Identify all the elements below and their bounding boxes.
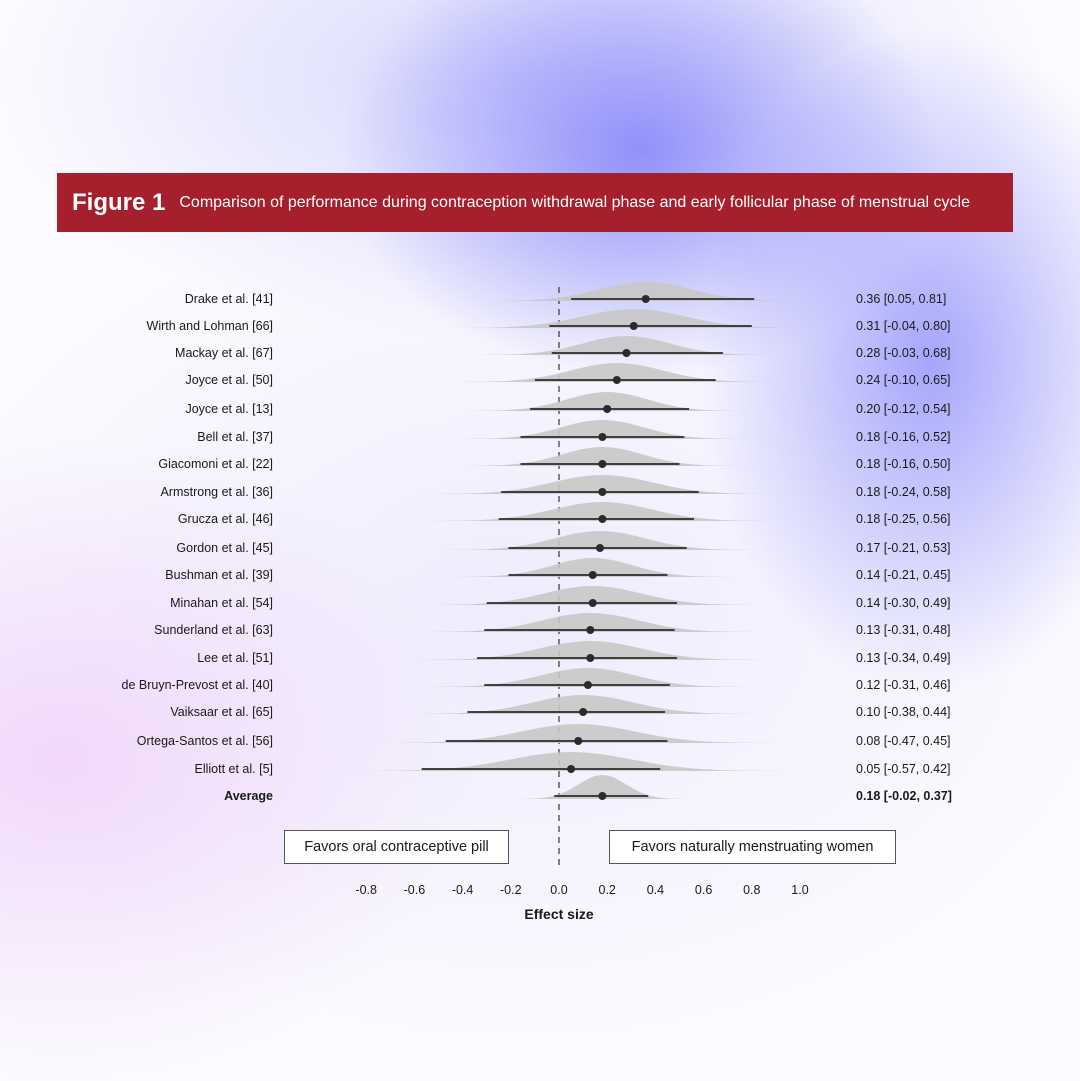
x-tick-label: -0.6: [404, 883, 426, 897]
study-point: [622, 349, 631, 357]
x-tick-label: -0.4: [452, 883, 474, 897]
study-point: [579, 708, 588, 716]
study-name: Bell et al. [37]: [197, 430, 273, 444]
study-name: Minahan et al. [54]: [170, 596, 273, 610]
study-value: 0.31 [-0.04, 0.80]: [856, 319, 951, 333]
study-value: 0.14 [-0.21, 0.45]: [856, 568, 951, 582]
study-point: [612, 376, 621, 384]
study-value: 0.18 [-0.24, 0.58]: [856, 485, 951, 499]
study-density: [386, 724, 771, 743]
study-density: [460, 363, 774, 382]
study-value: 0.36 [0.05, 0.81]: [856, 292, 946, 306]
average-label: Average: [224, 789, 273, 803]
study-point: [595, 544, 604, 552]
study-value: 0.12 [-0.31, 0.46]: [856, 678, 951, 692]
study-value: 0.18 [-0.25, 0.56]: [856, 512, 951, 526]
study-density: [411, 695, 755, 714]
x-tick-label: 1.0: [791, 883, 808, 897]
average-point: [598, 792, 607, 800]
x-tick-label: -0.8: [355, 883, 377, 897]
study-point: [588, 571, 597, 579]
study-density: [464, 447, 741, 466]
study-name: Elliott et al. [5]: [194, 762, 273, 776]
study-density: [458, 309, 810, 328]
study-name: Armstrong et al. [36]: [160, 485, 273, 499]
study-value: 0.18 [-0.16, 0.52]: [856, 430, 951, 444]
favors-ocp-box: Favors oral contraceptive pill: [284, 830, 509, 864]
study-name: Wirth and Lohman [66]: [147, 319, 273, 333]
study-value: 0.13 [-0.31, 0.48]: [856, 623, 951, 637]
study-value: 0.24 [-0.10, 0.65]: [856, 373, 951, 387]
study-point: [583, 681, 592, 689]
study-name: Lee et al. [51]: [197, 651, 273, 665]
study-name: Joyce et al. [50]: [185, 373, 273, 387]
study-density: [486, 282, 805, 301]
study-name: Grucza et al. [46]: [178, 512, 273, 526]
study-density: [445, 531, 755, 550]
study-value: 0.08 [-0.47, 0.45]: [856, 734, 951, 748]
study-point: [603, 405, 612, 413]
x-tick-label: 0.2: [599, 883, 616, 897]
study-point: [574, 737, 583, 745]
study-density: [416, 641, 764, 660]
study-point: [598, 460, 607, 468]
x-tick-label: 0.8: [743, 883, 760, 897]
study-name: Joyce et al. [13]: [185, 402, 273, 416]
study-value: 0.17 [-0.21, 0.53]: [856, 541, 951, 555]
study-value: 0.14 [-0.30, 0.49]: [856, 596, 951, 610]
study-density: [478, 336, 775, 355]
study-name: Sunderland et al. [63]: [154, 623, 273, 637]
x-axis-title: Effect size: [524, 906, 593, 922]
study-name: Gordon et al. [45]: [176, 541, 273, 555]
study-density: [433, 502, 772, 521]
study-value: 0.28 [-0.03, 0.68]: [856, 346, 951, 360]
favors-natural-box: Favors naturally menstruating women: [609, 830, 896, 864]
study-name: Mackay et al. [67]: [175, 346, 273, 360]
figure-caption: Comparison of performance during contrac…: [179, 193, 970, 211]
study-density: [454, 558, 731, 577]
study-point: [586, 626, 595, 634]
x-tick-label: 0.6: [695, 883, 712, 897]
study-density: [460, 420, 745, 439]
study-value: 0.13 [-0.34, 0.49]: [856, 651, 951, 665]
study-point: [598, 488, 607, 496]
study-name: de Bruyn-Prevost et al. [40]: [122, 678, 273, 692]
study-point: [641, 295, 650, 303]
study-name: Drake et al. [41]: [185, 292, 273, 306]
study-point: [598, 515, 607, 523]
x-tick-label: 0.0: [550, 883, 567, 897]
study-density: [427, 586, 758, 605]
study-name: Ortega-Santos et al. [56]: [137, 734, 273, 748]
x-tick-label: -0.2: [500, 883, 522, 897]
study-name: Vaiksaar et al. [65]: [170, 705, 273, 719]
study-name: Giacomoni et al. [22]: [158, 457, 273, 471]
study-point: [567, 765, 576, 773]
study-point: [586, 654, 595, 662]
study-point: [588, 599, 597, 607]
study-density: [469, 392, 746, 411]
study-density: [425, 613, 756, 632]
study-value: 0.18 [-0.16, 0.50]: [856, 457, 951, 471]
average-density: [520, 775, 684, 799]
figure-label: Figure 1: [72, 188, 166, 216]
study-point: [629, 322, 638, 330]
study-name: Bushman et al. [39]: [165, 568, 273, 582]
average-value: 0.18 [-0.02, 0.37]: [856, 789, 952, 803]
x-tick-label: 0.4: [647, 883, 664, 897]
study-value: 0.05 [-0.57, 0.42]: [856, 762, 951, 776]
study-value: 0.10 [-0.38, 0.44]: [856, 705, 951, 719]
study-point: [598, 433, 607, 441]
figure-header: Figure 1 Comparison of performance durin…: [57, 173, 1013, 232]
study-density: [431, 475, 774, 494]
study-density: [364, 752, 778, 771]
study-value: 0.20 [-0.12, 0.54]: [856, 402, 951, 416]
study-density: [427, 668, 749, 687]
